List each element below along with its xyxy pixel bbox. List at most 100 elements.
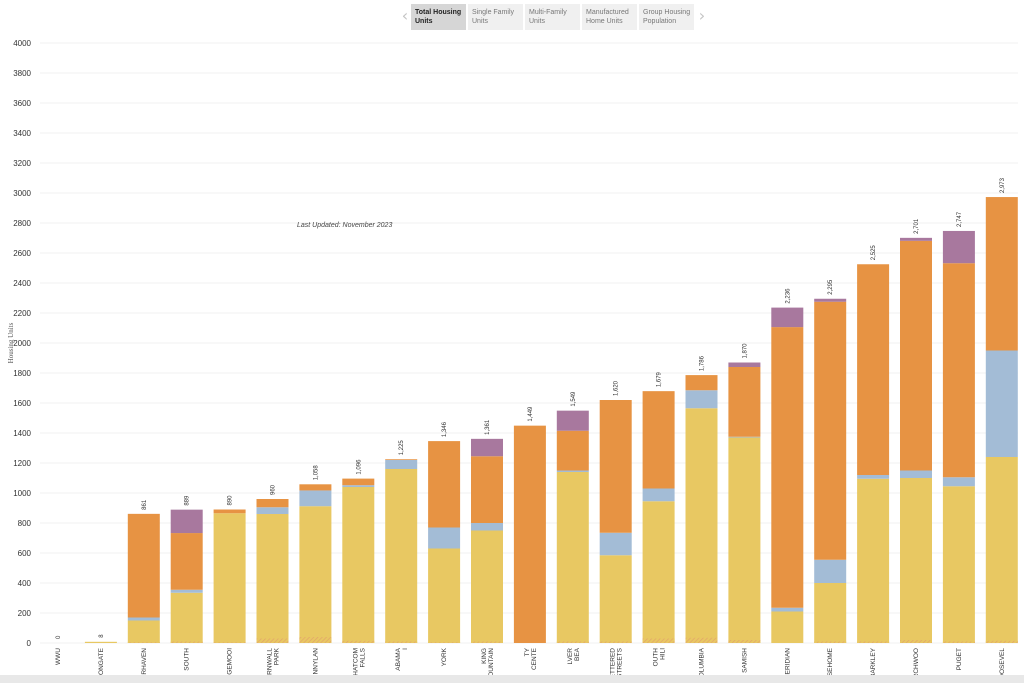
bar-hatched-base [599, 641, 632, 643]
bar-segment[interactable] [385, 460, 418, 469]
bar-segment[interactable] [256, 507, 289, 514]
tab-group-housing-population[interactable]: Group Housing Population [639, 4, 694, 30]
bar-total-label: 2,525 [871, 245, 877, 261]
bar-segment[interactable] [385, 469, 418, 643]
bar-segment[interactable] [900, 237, 932, 241]
horizontal-scrollbar[interactable] [0, 675, 1024, 683]
x-tick-label-line: HILI [660, 648, 667, 660]
bar-segment[interactable] [428, 527, 461, 549]
y-tick-label: 1600 [13, 399, 31, 408]
bar-segment[interactable] [942, 477, 975, 487]
bar-segment[interactable] [428, 548, 461, 644]
bar-segment[interactable] [814, 583, 847, 643]
bar-segment[interactable] [728, 436, 761, 438]
bar-segment[interactable] [170, 592, 203, 643]
tabs-next-arrow[interactable]: › [698, 6, 706, 25]
bar-hatched-base [857, 641, 890, 643]
bar-segment[interactable] [299, 484, 332, 491]
x-tick-label-line: CENTE [531, 647, 538, 670]
bar-segment[interactable] [985, 350, 1018, 458]
bar-segment[interactable] [213, 509, 246, 514]
tab-manufactured-home-units[interactable]: Manufactured Home Units [582, 4, 637, 30]
bar-segment[interactable] [256, 499, 289, 508]
x-tick-label: ORNWALLPARK [267, 647, 281, 675]
bar-total-label: 1,679 [657, 371, 663, 387]
tab-single-family-units[interactable]: Single Family Units [468, 4, 523, 30]
bar-segment[interactable] [127, 617, 160, 621]
bar-segment[interactable] [685, 390, 718, 409]
bar-segment[interactable] [985, 457, 1018, 643]
bar-segment[interactable] [771, 327, 804, 608]
bar-hatched-base [728, 640, 761, 643]
bar-segment[interactable] [900, 478, 932, 643]
bar-segment[interactable] [556, 430, 589, 471]
bar-segment[interactable] [728, 367, 761, 437]
bar-segment[interactable] [599, 532, 632, 556]
bar-segment[interactable] [771, 307, 804, 328]
bar-segment[interactable] [428, 441, 461, 528]
bar-segment[interactable] [556, 470, 589, 473]
x-tick-label-line: OUTH [653, 648, 660, 667]
bar-segment[interactable] [599, 555, 632, 643]
bar-segment[interactable] [814, 559, 847, 583]
bar-segment[interactable] [342, 485, 375, 487]
bar-segment[interactable] [471, 438, 503, 457]
bar-segment[interactable] [471, 456, 503, 523]
bar-segment[interactable] [170, 533, 203, 590]
bar-segment[interactable] [471, 523, 503, 531]
bar-total-label: 1,449 [528, 406, 534, 422]
bar-segment[interactable] [213, 513, 246, 643]
bar-segment[interactable] [170, 509, 203, 534]
bar-segment[interactable] [342, 487, 375, 643]
bar-total-label: 2,236 [785, 288, 791, 304]
bar-segment[interactable] [942, 486, 975, 643]
y-tick-label: 1400 [13, 429, 31, 438]
bar-total-label: 1,225 [399, 440, 405, 456]
bar-segment[interactable] [857, 264, 890, 475]
bar-segment[interactable] [642, 501, 675, 643]
bar-segment[interactable] [556, 472, 589, 643]
bar-segment[interactable] [599, 400, 632, 533]
total-labels: 0 8 861 889 890 960 1,058 1,096 1,225 1,346 1,361 1… [56, 177, 1006, 639]
bar-segment[interactable] [642, 391, 675, 489]
tab-total-housing-units[interactable]: Total Housing Units [411, 4, 466, 30]
tabs-prev-arrow[interactable]: ‹ [401, 6, 409, 25]
bar-segment[interactable] [685, 375, 718, 391]
bar-segment[interactable] [385, 459, 418, 460]
bar-segment[interactable] [513, 425, 546, 643]
bar-segment[interactable] [728, 362, 761, 368]
bar-segment[interactable] [771, 611, 804, 644]
bar-segment[interactable] [942, 263, 975, 478]
bar-segment[interactable] [857, 478, 890, 643]
bar-segment[interactable] [985, 197, 1018, 351]
bar-total-label: 889 [185, 495, 191, 506]
y-tick-label: 0 [27, 639, 32, 648]
bar-segment[interactable] [342, 478, 375, 486]
bar-segment[interactable] [642, 488, 675, 502]
bar-segment[interactable] [170, 589, 203, 593]
y-tick-label: 2000 [13, 339, 31, 348]
tab-multi-family-units[interactable]: Multi-Family Units [525, 4, 580, 30]
y-axis-label: Housing Units [7, 322, 15, 363]
bar-segment[interactable] [471, 530, 503, 644]
bar-segment[interactable] [900, 240, 932, 471]
bar-segment[interactable] [127, 513, 160, 618]
bar-segment[interactable] [556, 410, 589, 431]
bar-segment[interactable] [299, 490, 332, 507]
bar-segment[interactable] [685, 408, 718, 643]
bar-segment[interactable] [256, 514, 289, 643]
x-tick-label-line: OUNTAIN [488, 648, 495, 675]
bar-segment[interactable] [942, 230, 975, 264]
bar-segment[interactable] [299, 506, 332, 643]
x-tick-label-line: BEA [574, 647, 581, 661]
bar-segment[interactable] [84, 641, 117, 643]
bar-segment[interactable] [771, 607, 804, 612]
x-tick-label: YORK [441, 647, 448, 666]
bar-segment[interactable] [857, 475, 890, 479]
bar-segment[interactable] [814, 298, 847, 302]
bar-segment[interactable] [127, 620, 160, 644]
bar-segment[interactable] [900, 470, 932, 479]
bar-segment[interactable] [728, 437, 761, 644]
bar-segment[interactable] [814, 301, 847, 560]
